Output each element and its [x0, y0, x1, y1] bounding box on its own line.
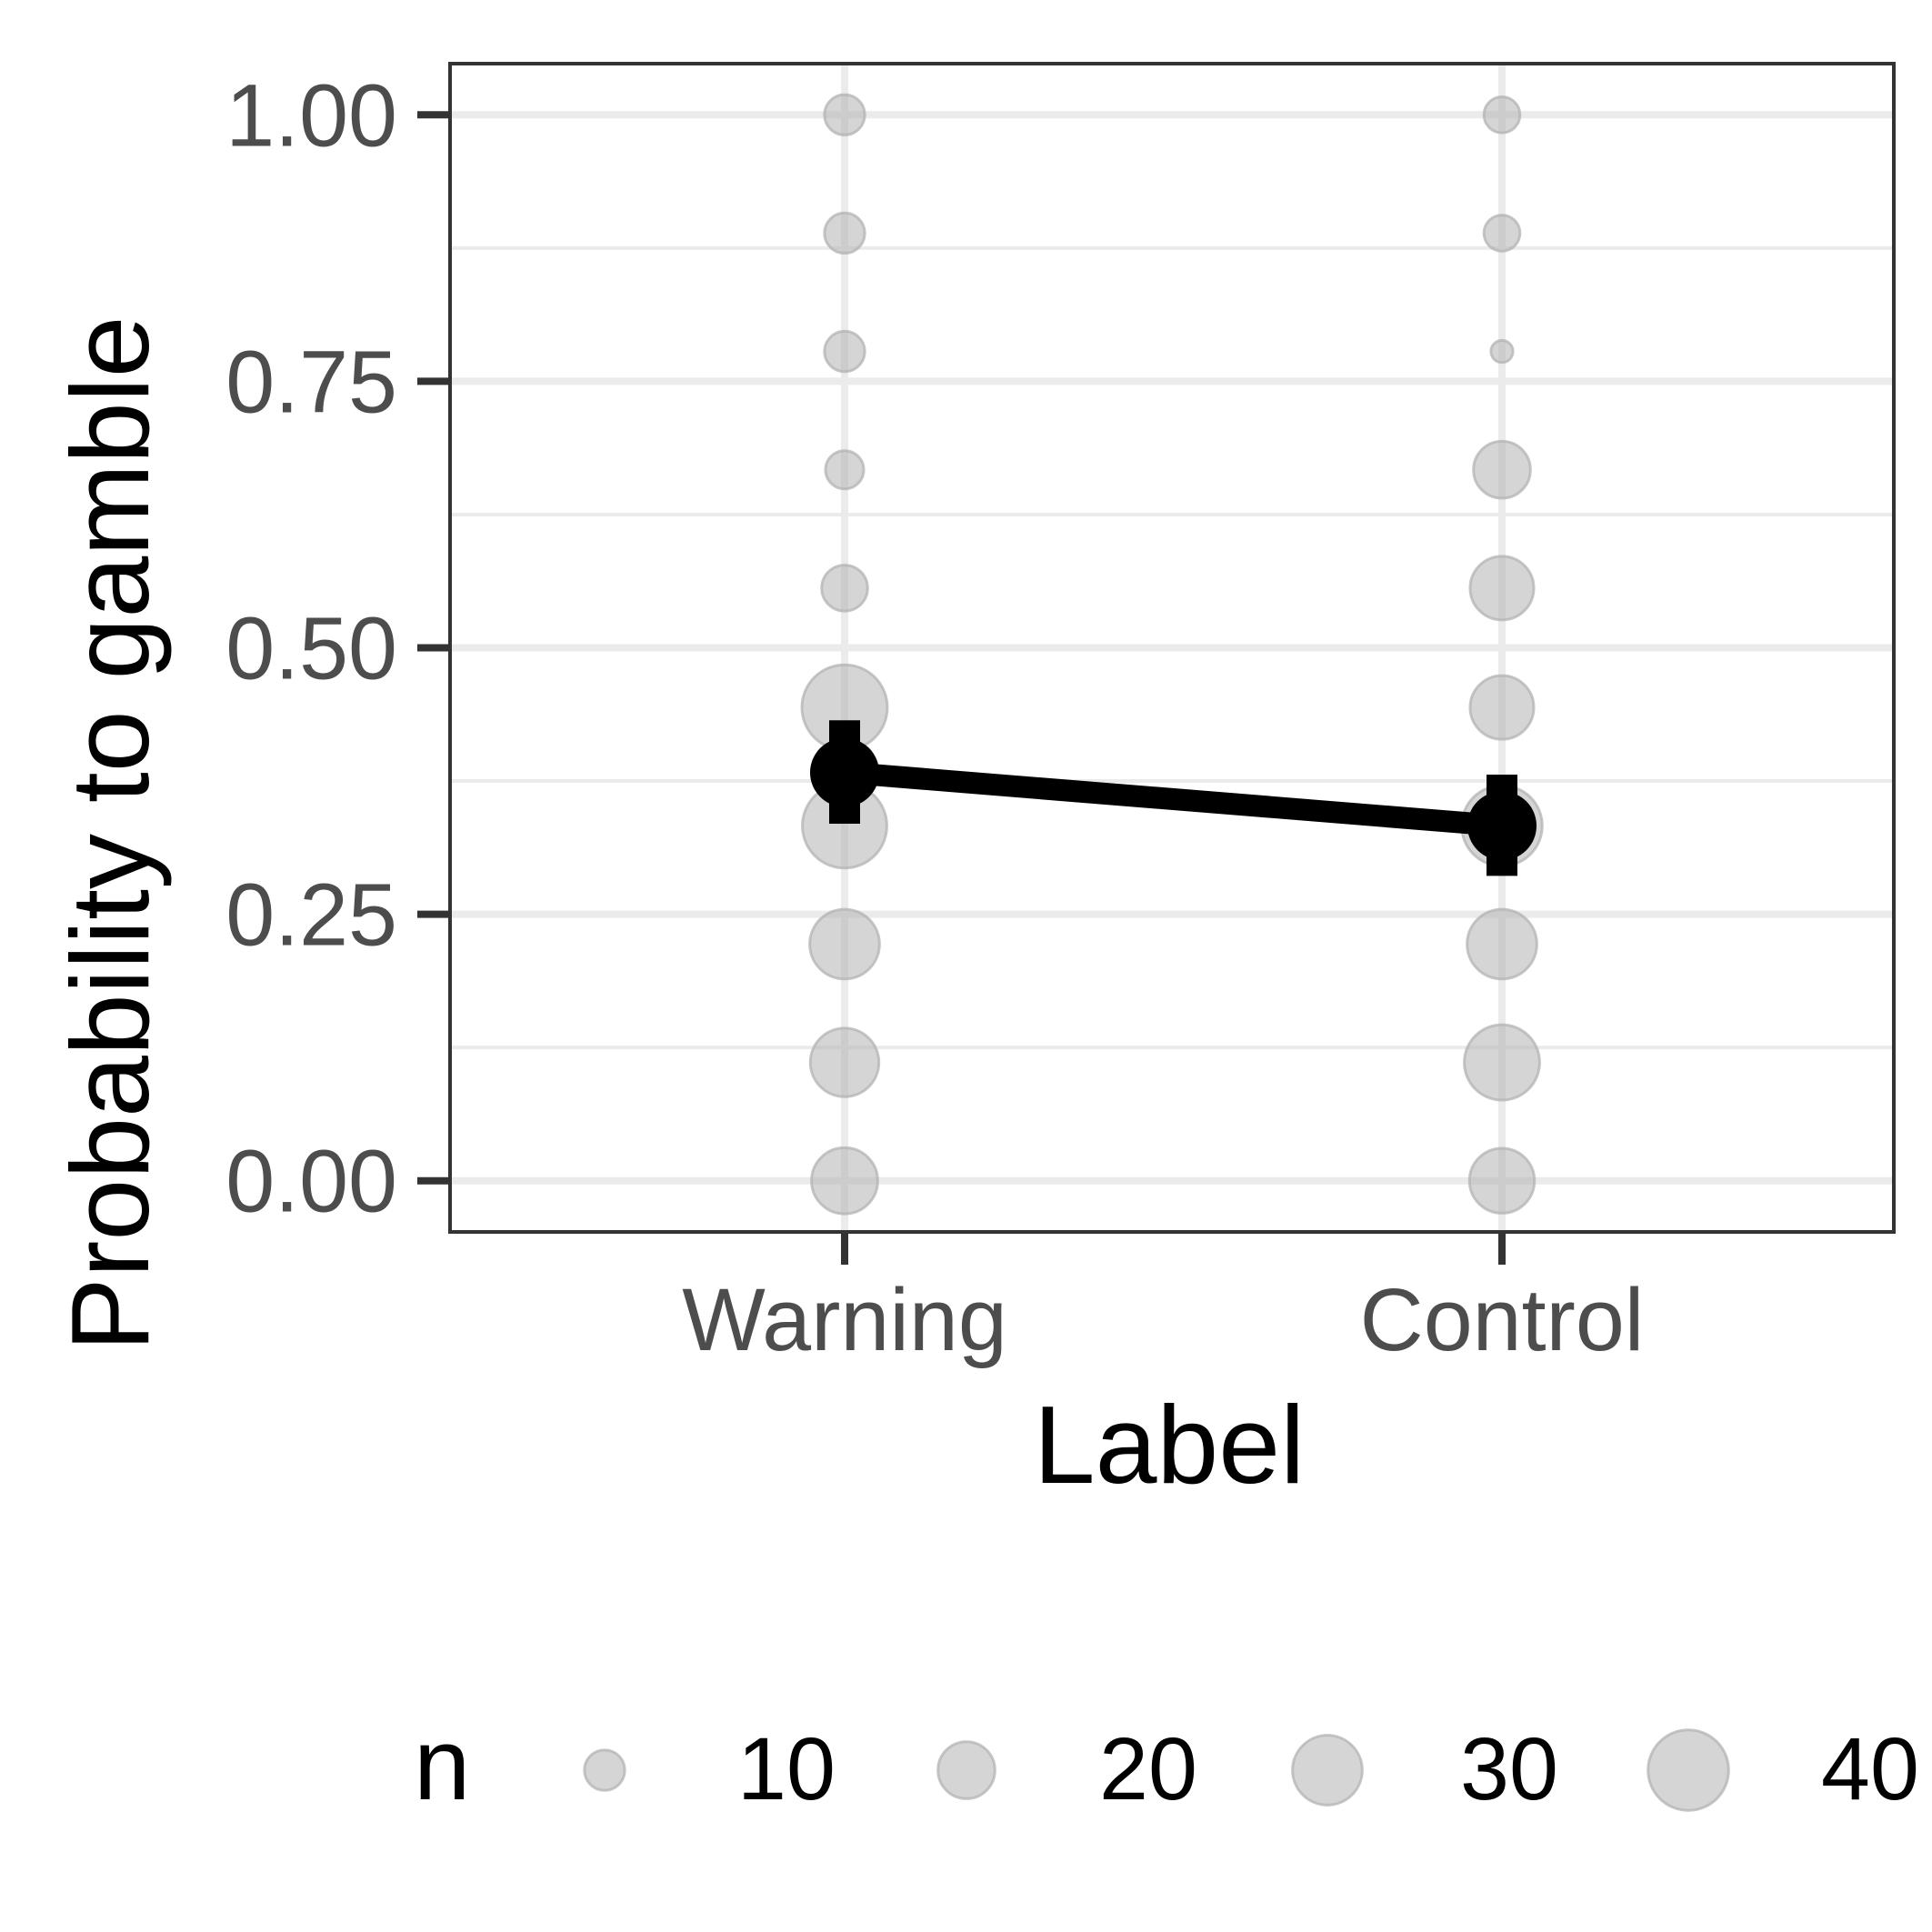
bubble-point	[1482, 95, 1522, 135]
legend-label: 10	[737, 1719, 836, 1818]
bubble-point	[1482, 214, 1522, 253]
legend-label: 30	[1460, 1719, 1558, 1818]
legend-key	[936, 1740, 996, 1800]
bubble-point	[1466, 907, 1538, 981]
legend-key	[1647, 1728, 1730, 1812]
y-axis-title: Probability to gamble	[48, 315, 172, 1351]
y-tick-label: 1.00	[225, 65, 397, 165]
mean-point	[810, 737, 879, 807]
bubble-point	[1489, 338, 1515, 365]
bubble-point	[1463, 1023, 1541, 1102]
legend-label: 40	[1821, 1719, 1919, 1818]
x-tick-label: Warning	[682, 1270, 1007, 1369]
y-tick-label: 0.50	[225, 599, 397, 698]
bubble-point	[1468, 555, 1536, 622]
legend-label: 20	[1099, 1719, 1197, 1818]
y-tick-label: 0.25	[225, 866, 397, 965]
bubble-point	[808, 1026, 881, 1098]
x-axis: Warning Control	[682, 1232, 1644, 1369]
bubble-point	[824, 449, 866, 491]
bubble-point	[823, 329, 866, 374]
legend: n 10 20 30 40	[414, 1707, 1919, 1821]
y-tick-label: 0.75	[225, 332, 397, 431]
bubble-point	[808, 907, 881, 981]
mean-layer	[810, 720, 1537, 876]
bubble-point	[820, 564, 869, 613]
legend-key	[1291, 1734, 1364, 1807]
bubble-point	[823, 93, 866, 136]
bubble-point	[1472, 439, 1532, 500]
legend-title: n	[414, 1707, 470, 1821]
bubble-point	[1467, 1146, 1537, 1215]
legend-key	[583, 1748, 626, 1792]
bubble-point	[810, 1146, 879, 1216]
y-axis: 0.00 0.25 0.50 0.75 1.00	[225, 65, 450, 1231]
y-tick-label: 0.00	[225, 1132, 397, 1231]
bubble-point	[1468, 674, 1536, 741]
x-axis-title: Label	[1034, 1383, 1306, 1507]
mean-point	[1467, 791, 1537, 861]
mean-line	[844, 761, 1503, 837]
x-tick-label: Control	[1360, 1270, 1645, 1369]
bubble-point	[823, 211, 866, 255]
